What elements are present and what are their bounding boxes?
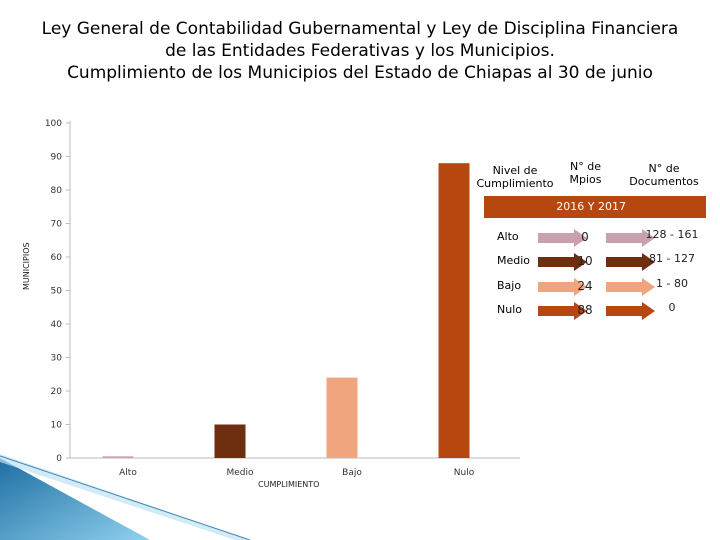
bar-nulo (438, 163, 470, 458)
y-tick-label: 90 (51, 153, 63, 163)
y-tick-label: 40 (51, 320, 63, 330)
page-title: Ley General de Contabilidad Gubernamenta… (0, 18, 720, 84)
arrow-right-icon (538, 253, 587, 271)
row-docs-range: 0 (668, 301, 676, 314)
bar-bajo (326, 377, 358, 458)
row-docs-range: 128 - 161 (645, 228, 699, 241)
y-tick-label: 30 (51, 354, 63, 364)
x-tick-label: Bajo (342, 468, 362, 478)
bar-alto (102, 456, 134, 458)
arrow-right-icon (606, 253, 655, 271)
row-level-label: Medio (497, 254, 531, 267)
row-mpios-count: 24 (577, 279, 593, 293)
bar-medio (214, 424, 246, 458)
x-tick-label: Medio (226, 468, 254, 478)
x-tick-label: Nulo (454, 468, 475, 478)
row-level-label: Alto (497, 230, 519, 243)
row-mpios-count: 0 (581, 230, 589, 244)
y-tick-label: 10 (51, 421, 63, 431)
period-banner: 2016 Y 2017 (484, 196, 706, 218)
y-axis-label: MUNICIPIOS (22, 242, 31, 290)
y-tick-label: 50 (51, 287, 63, 297)
y-tick-label: 70 (51, 220, 63, 230)
arrow-right-icon (606, 302, 655, 320)
row-mpios-count: 88 (577, 303, 593, 317)
decorative-corner-shape (0, 454, 251, 540)
y-tick-label: 0 (56, 454, 62, 464)
arrow-right-icon (606, 278, 655, 296)
arrow-right-icon (606, 229, 655, 247)
arrow-right-icon (538, 302, 587, 320)
row-docs-range: 1 - 80 (656, 277, 688, 290)
row-level-label: Nulo (497, 303, 522, 316)
header-docs: N° de Documentos (629, 162, 699, 188)
title-line-1: Ley General de Contabilidad Gubernamenta… (41, 19, 679, 39)
arrow-right-icon (538, 229, 587, 247)
title-line-3: Cumplimiento de los Municipios del Estad… (67, 63, 653, 83)
row-mpios-count: 10 (577, 254, 593, 268)
y-tick-label: 80 (51, 186, 63, 196)
arrow-right-icon (538, 278, 587, 296)
row-docs-range: 81 - 127 (649, 252, 695, 265)
x-axis-label: CUMPLIMIENTO (258, 480, 320, 489)
x-tick-label: Alto (119, 468, 137, 478)
y-tick-label: 100 (45, 119, 62, 129)
y-tick-label: 20 (51, 387, 63, 397)
title-line-2: de las Entidades Federativas y los Munic… (165, 41, 555, 61)
header-level: Nivel de Cumplimiento (476, 164, 554, 190)
y-tick-label: 60 (51, 253, 63, 263)
row-level-label: Bajo (497, 279, 522, 292)
header-count: N° de Mpios (569, 160, 602, 186)
